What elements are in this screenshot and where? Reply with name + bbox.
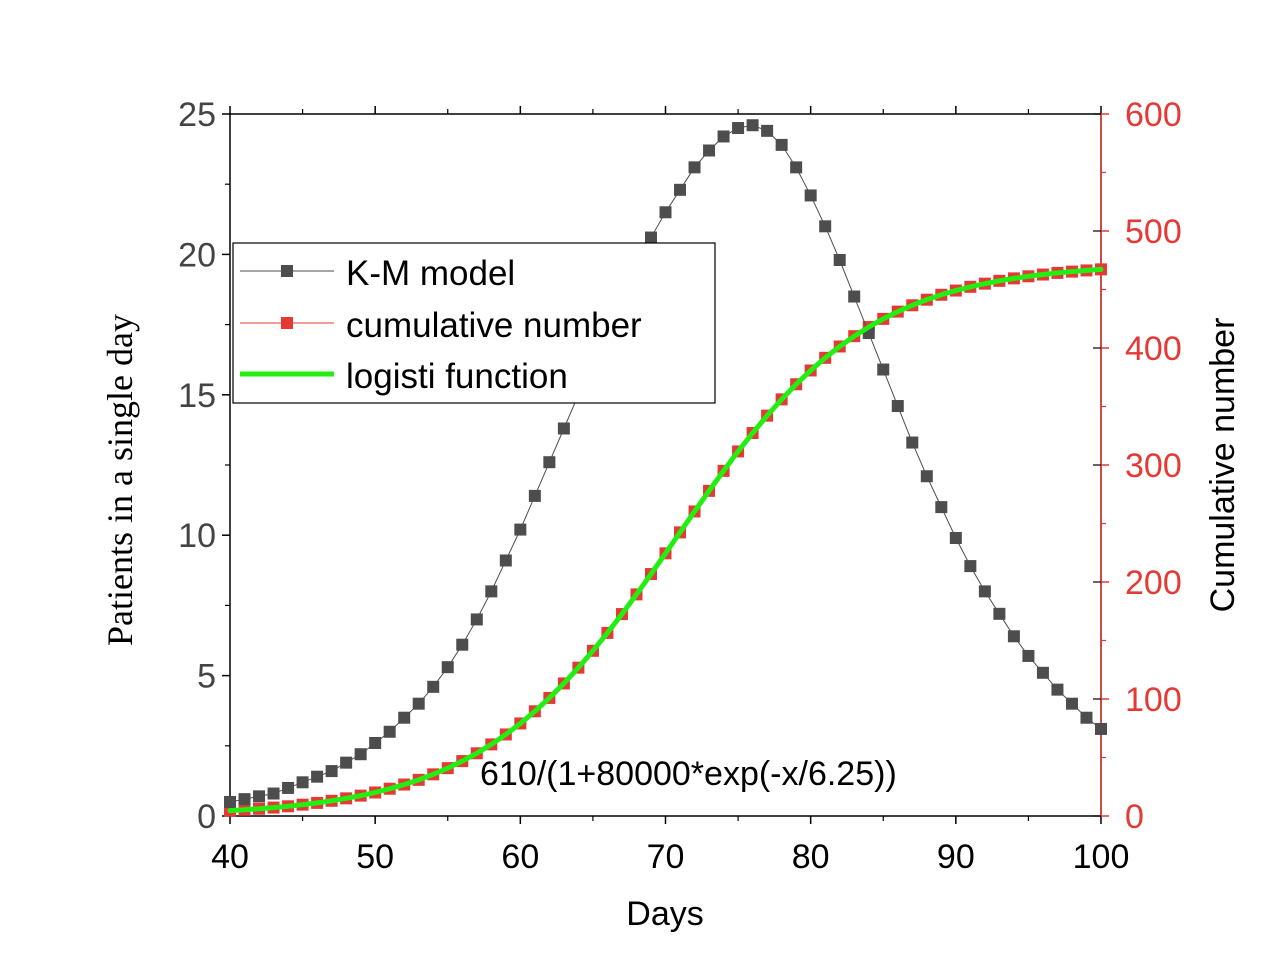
km-model-point xyxy=(485,585,498,598)
km-model-point xyxy=(978,585,991,598)
x-tick-label: 80 xyxy=(792,838,830,876)
km-model-point xyxy=(253,790,266,803)
km-model-point xyxy=(949,532,962,545)
km-model-point xyxy=(557,422,570,435)
km-model-point xyxy=(369,736,382,749)
y2-tick-label: 400 xyxy=(1125,330,1182,368)
y2-tick-label: 0 xyxy=(1125,798,1144,836)
legend-km-label: K-M model xyxy=(346,254,515,293)
x-tick-label: 50 xyxy=(356,838,394,876)
km-model-point xyxy=(1051,683,1064,696)
km-model-point xyxy=(891,400,904,413)
y-tick-label: 5 xyxy=(197,658,216,696)
km-model-point xyxy=(659,206,672,219)
y2-tick-label: 100 xyxy=(1125,681,1182,719)
x-tick-label: 70 xyxy=(647,838,685,876)
km-model-point xyxy=(470,613,483,626)
km-model-point xyxy=(775,138,788,151)
km-model-point xyxy=(238,793,251,806)
km-model-point xyxy=(819,220,832,233)
km-model-point xyxy=(1036,666,1049,679)
km-model-point xyxy=(1022,649,1035,662)
km-model-point xyxy=(543,456,556,469)
km-model-point xyxy=(325,765,338,778)
km-model-point xyxy=(456,638,469,651)
km-model-point xyxy=(398,711,411,724)
km-model-point xyxy=(732,122,745,135)
km-model-point xyxy=(848,290,861,303)
km-model-point xyxy=(746,119,759,132)
x-tick-label: 100 xyxy=(1073,838,1130,876)
km-model-point xyxy=(717,130,730,143)
formula-annotation: 610/(1+80000*exp(-x/6.25)) xyxy=(480,755,897,793)
km-model-point xyxy=(528,489,541,502)
km-model-point xyxy=(761,124,774,137)
km-model-point xyxy=(964,560,977,573)
y-tick-label: 0 xyxy=(197,798,216,836)
y-tick-label: 20 xyxy=(178,236,216,274)
km-model-line xyxy=(229,124,1102,803)
x-axis-title: Days xyxy=(626,895,703,933)
km-model-point xyxy=(441,661,454,674)
ticks-layer: 40 50 60 70 80 90 1000510152025010020030040050… xyxy=(178,96,1182,876)
y-axis-title: Patients in a single day xyxy=(100,314,140,646)
x-tick-label: 90 xyxy=(937,838,975,876)
km-model-point xyxy=(224,795,236,808)
km-model-point xyxy=(499,554,512,567)
km-model-point xyxy=(906,436,919,449)
km-model-point xyxy=(340,756,353,769)
km-model-point xyxy=(1095,722,1107,735)
km-model-point xyxy=(514,523,527,536)
logistic-function-line xyxy=(227,266,1104,814)
km-model-point xyxy=(877,363,890,376)
km-model-point xyxy=(674,183,687,196)
km-model-point xyxy=(311,770,324,783)
series-layer xyxy=(224,119,1107,817)
km-model-point xyxy=(412,697,425,710)
km-model-point xyxy=(267,787,280,800)
y2-tick-label: 300 xyxy=(1125,447,1182,485)
km-model-point xyxy=(993,607,1006,620)
km-model-point xyxy=(804,189,817,202)
km-model-point xyxy=(790,161,803,174)
km-model-point xyxy=(935,501,948,514)
y-tick-label: 25 xyxy=(178,96,216,134)
x-tick-label: 60 xyxy=(501,838,539,876)
y2-tick-label: 600 xyxy=(1125,96,1182,134)
legend: K-M model cumulative number logisti func… xyxy=(232,242,716,404)
km-model-point xyxy=(354,748,367,761)
km-model-point xyxy=(296,776,309,789)
km-model-point xyxy=(1007,630,1020,643)
km-model-point xyxy=(833,254,846,267)
km-model-point xyxy=(282,781,295,794)
y-tick-label: 15 xyxy=(178,377,216,415)
plot-area-frame xyxy=(229,113,1102,817)
km-model-point xyxy=(427,680,440,693)
x-tick-label: 40 xyxy=(211,838,249,876)
km-model-point xyxy=(688,161,701,174)
legend-logistic-label: logisti function xyxy=(346,357,568,396)
km-model-point xyxy=(644,231,657,244)
km-model-point xyxy=(920,470,933,483)
y2-axis-title: Cumulative number xyxy=(1204,318,1242,613)
y2-tick-label: 200 xyxy=(1125,564,1182,602)
km-model-point xyxy=(383,725,396,738)
legend-cumulative-marker xyxy=(281,317,293,329)
legend-km-marker xyxy=(281,265,293,277)
y2-tick-label: 500 xyxy=(1125,213,1182,251)
km-model-point xyxy=(1065,697,1078,710)
legend-cumulative-label: cumulative number xyxy=(346,306,642,345)
y-tick-label: 10 xyxy=(178,517,216,555)
km-model-point xyxy=(703,144,716,157)
km-model-point xyxy=(1080,711,1093,724)
